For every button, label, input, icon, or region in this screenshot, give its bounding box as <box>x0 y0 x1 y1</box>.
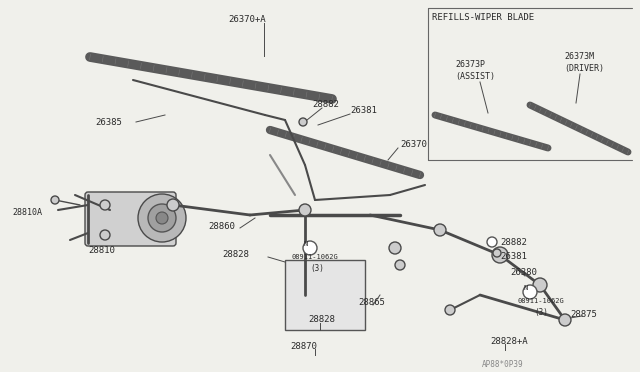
Text: REFILLS-WIPER BLADE: REFILLS-WIPER BLADE <box>432 13 534 22</box>
FancyBboxPatch shape <box>85 192 176 246</box>
Text: (DRIVER): (DRIVER) <box>564 64 604 73</box>
Circle shape <box>533 278 547 292</box>
Text: 28882: 28882 <box>500 238 527 247</box>
Circle shape <box>493 249 501 257</box>
Circle shape <box>100 200 110 210</box>
Text: (3): (3) <box>310 264 324 273</box>
Text: 08911-1062G: 08911-1062G <box>518 298 564 304</box>
FancyBboxPatch shape <box>285 260 365 330</box>
Text: 28828+A: 28828+A <box>490 337 527 346</box>
Text: 28828: 28828 <box>222 250 249 259</box>
Text: 26373M: 26373M <box>564 52 594 61</box>
Circle shape <box>303 241 317 255</box>
Text: 26385: 26385 <box>95 118 122 127</box>
Text: 28882: 28882 <box>312 100 339 109</box>
Circle shape <box>523 285 537 299</box>
Circle shape <box>299 204 311 216</box>
Text: 28865: 28865 <box>358 298 385 307</box>
Text: 28870: 28870 <box>290 342 317 351</box>
Circle shape <box>167 199 179 211</box>
Circle shape <box>156 212 168 224</box>
Text: N: N <box>524 285 528 291</box>
Circle shape <box>299 118 307 126</box>
Text: 26370+A: 26370+A <box>228 15 266 24</box>
Circle shape <box>100 230 110 240</box>
Text: 08911-1062G: 08911-1062G <box>292 254 339 260</box>
Circle shape <box>559 314 571 326</box>
Circle shape <box>434 224 446 236</box>
Circle shape <box>487 237 497 247</box>
Text: 26370: 26370 <box>400 140 427 149</box>
Text: AP88*0P39: AP88*0P39 <box>482 360 524 369</box>
Text: 28875: 28875 <box>570 310 597 319</box>
Circle shape <box>148 204 176 232</box>
Circle shape <box>51 196 59 204</box>
Text: 26381: 26381 <box>350 106 377 115</box>
Text: 26381: 26381 <box>500 252 527 261</box>
Circle shape <box>389 242 401 254</box>
Text: 28828: 28828 <box>308 315 335 324</box>
Text: 28810A: 28810A <box>12 208 42 217</box>
Text: 26380: 26380 <box>510 268 537 277</box>
Text: 28810: 28810 <box>88 246 115 255</box>
Circle shape <box>492 247 508 263</box>
Text: (ASSIST): (ASSIST) <box>455 72 495 81</box>
Circle shape <box>138 194 186 242</box>
Text: 28860: 28860 <box>208 222 235 231</box>
Text: (3): (3) <box>534 308 548 317</box>
Circle shape <box>395 260 405 270</box>
Text: 26373P: 26373P <box>455 60 485 69</box>
Text: N: N <box>304 241 308 247</box>
Circle shape <box>445 305 455 315</box>
